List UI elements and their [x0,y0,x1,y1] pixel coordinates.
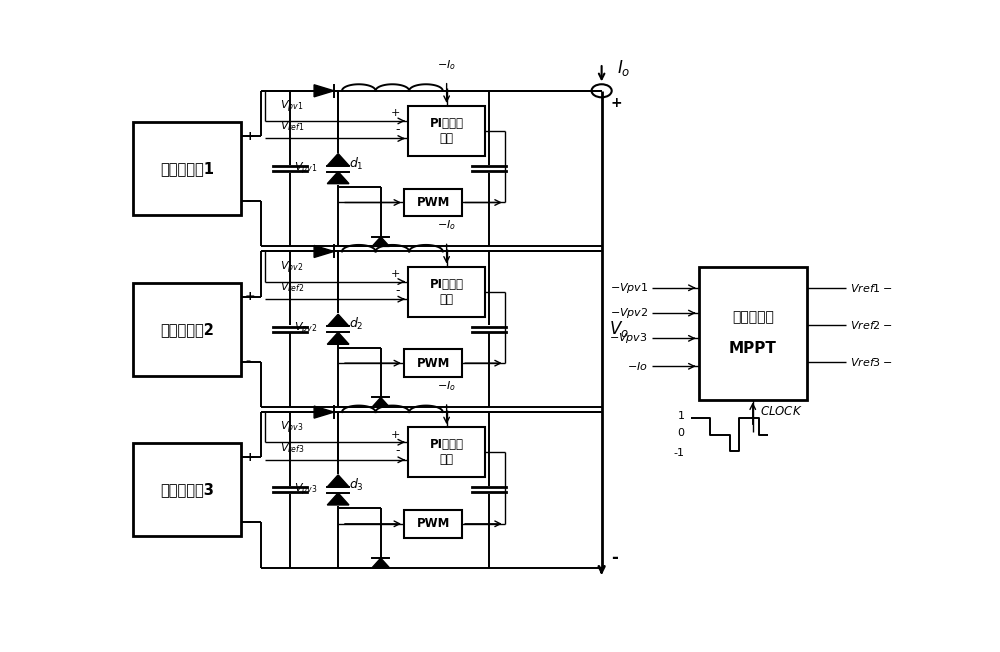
Text: +: + [391,269,400,279]
Bar [404,510,462,538]
Text: +: + [611,96,623,110]
Text: 自适应分时: 自适应分时 [732,310,774,324]
Text: -: - [396,284,400,297]
Text: $V_{pv2}$: $V_{pv2}$ [280,259,303,276]
Text: +: + [391,108,400,119]
Polygon shape [327,493,349,505]
Text: $-I_o$: $-I_o$ [437,218,456,232]
Text: -: - [396,123,400,136]
Text: 光伏晶元串2: 光伏晶元串2 [160,321,214,337]
Polygon shape [327,475,349,487]
Text: PWM: PWM [416,517,450,530]
Text: $d_3$: $d_3$ [349,477,364,493]
Bar [408,267,485,317]
Text: 光伏晶元串3: 光伏晶元串3 [160,482,214,497]
Text: $-Vpv2$: $-Vpv2$ [610,306,648,320]
Text: $-Vpv3$: $-Vpv3$ [609,331,648,346]
Text: PWM: PWM [416,196,450,209]
Polygon shape [314,85,334,96]
Text: $-Io$: $-Io$ [627,361,648,372]
Text: -1: -1 [674,448,685,458]
Text: 1: 1 [678,411,685,421]
Text: +: + [391,430,400,439]
Text: $Vref3-$: $Vref3-$ [850,356,892,368]
Text: $d_1$: $d_1$ [349,156,364,171]
Polygon shape [314,406,334,418]
Text: PI双闭环
控制: PI双闭环 控制 [430,278,464,306]
Text: $-Vpv1$: $-Vpv1$ [610,281,648,295]
Bar [698,267,807,400]
Text: $-I_o$: $-I_o$ [437,379,456,393]
Text: $V_o$: $V_o$ [609,319,629,339]
Text: $d_2$: $d_2$ [349,316,364,333]
Text: PI双闭环
控制: PI双闭环 控制 [430,117,464,145]
Text: +: + [245,290,256,303]
Text: $V_{pv3}$: $V_{pv3}$ [280,420,303,436]
Polygon shape [327,154,349,166]
Text: $V_{ref3}$: $V_{ref3}$ [280,441,305,455]
Text: $I_o$: $I_o$ [617,58,631,78]
Text: -: - [396,444,400,457]
Polygon shape [327,314,349,326]
Polygon shape [327,333,349,344]
Bar [133,122,241,215]
Text: $CLOCK$: $CLOCK$ [761,404,803,417]
Text: 0: 0 [678,428,685,438]
Text: -: - [245,194,250,207]
Text: 光伏晶元串1: 光伏晶元串1 [160,161,214,176]
Text: -: - [245,516,250,529]
Text: PWM: PWM [416,357,450,370]
Text: +: + [245,130,256,143]
Text: $V_{pv1}$: $V_{pv1}$ [294,160,317,177]
Polygon shape [372,398,389,407]
Bar [404,349,462,377]
Text: +: + [245,451,256,464]
Text: $V_{ref1}$: $V_{ref1}$ [280,120,305,134]
Polygon shape [372,558,389,568]
Bar [133,443,241,537]
Polygon shape [314,245,334,258]
Text: $Vref2-$: $Vref2-$ [850,319,892,331]
Bar [408,427,485,477]
Text: MPPT: MPPT [729,342,777,357]
Text: -: - [611,549,618,567]
Bar [404,188,462,216]
Bar [408,106,485,156]
Text: $V_{ref2}$: $V_{ref2}$ [280,280,304,294]
Text: PI双闭环
控制: PI双闭环 控制 [430,438,464,466]
Polygon shape [327,171,349,184]
Text: $V_{pv3}$: $V_{pv3}$ [294,482,317,498]
Bar [133,283,241,376]
Text: $V_{pv2}$: $V_{pv2}$ [294,321,317,338]
Polygon shape [372,237,389,246]
Text: $-I_o$: $-I_o$ [437,58,456,72]
Text: $V_{pv1}$: $V_{pv1}$ [280,98,303,115]
Text: $Vref1-$: $Vref1-$ [850,282,892,294]
Text: -: - [245,355,250,368]
